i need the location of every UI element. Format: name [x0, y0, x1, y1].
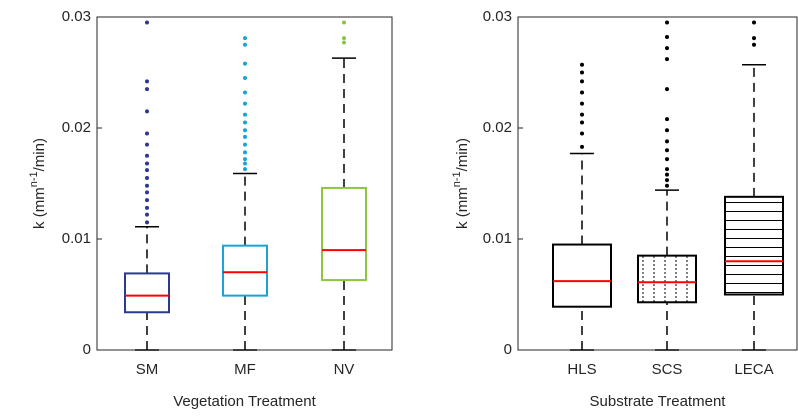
outlier — [145, 20, 149, 25]
x-tick-label: LECA — [734, 361, 773, 378]
outlier — [580, 70, 584, 75]
outlier — [243, 42, 247, 47]
outlier — [243, 167, 247, 172]
outlier — [665, 87, 669, 92]
y-tick-label: 0 — [83, 341, 91, 358]
outlier — [665, 172, 669, 177]
outlier — [145, 161, 149, 166]
outlier — [665, 148, 669, 153]
outlier — [243, 90, 247, 95]
outlier — [243, 157, 247, 162]
outlier — [580, 112, 584, 117]
outlier — [243, 61, 247, 66]
y-axis-label-base: k (mm — [454, 187, 471, 229]
outlier — [243, 112, 247, 117]
outlier — [580, 144, 584, 149]
outlier — [145, 131, 149, 136]
outlier — [145, 79, 149, 84]
y-axis-label: k (mmn-1/min) — [451, 138, 471, 229]
y-axis-label-base: k (mm — [31, 187, 48, 229]
outlier — [665, 183, 669, 188]
outlier — [665, 57, 669, 62]
x-tick-label: NV — [334, 361, 355, 378]
y-tick-label: 0.03 — [483, 8, 512, 25]
x-tick-label: SM — [136, 361, 159, 378]
y-axis-label-unit: /min) — [454, 138, 471, 171]
outlier — [145, 198, 149, 203]
outlier — [665, 167, 669, 172]
outlier — [243, 36, 247, 41]
outlier — [145, 220, 149, 225]
outlier — [665, 117, 669, 122]
outlier — [580, 120, 584, 125]
outlier — [243, 142, 247, 147]
outlier — [580, 101, 584, 106]
y-tick-label: 0.01 — [62, 230, 91, 247]
y-tick-label: 0.01 — [483, 230, 512, 247]
outlier — [145, 153, 149, 158]
x-tick-label: SCS — [652, 361, 683, 378]
outlier — [665, 20, 669, 25]
box — [222, 244, 268, 297]
outlier — [342, 20, 346, 25]
outlier — [243, 161, 247, 166]
outlier — [243, 120, 247, 125]
outlier — [580, 62, 584, 67]
outlier — [580, 79, 584, 84]
outlier — [665, 157, 669, 162]
box — [724, 195, 784, 296]
y-axis-label-unit: /min) — [31, 138, 48, 171]
outlier — [145, 212, 149, 217]
box — [552, 243, 612, 308]
outlier — [145, 87, 149, 92]
outlier — [342, 36, 346, 41]
outlier — [665, 178, 669, 183]
outlier — [752, 36, 756, 41]
outlier — [665, 128, 669, 133]
outlier — [243, 134, 247, 139]
y-tick-label: 0.02 — [62, 119, 91, 136]
outlier — [665, 46, 669, 51]
x-axis-label: Substrate Treatment — [590, 393, 727, 410]
outlier — [243, 101, 247, 106]
outlier — [580, 131, 584, 136]
outlier — [752, 20, 756, 25]
outlier — [145, 142, 149, 147]
outlier — [145, 175, 149, 180]
y-axis-label: k (mmn-1/min) — [28, 138, 48, 229]
box — [637, 254, 697, 304]
outlier — [145, 190, 149, 195]
outlier — [665, 139, 669, 144]
x-tick-label: HLS — [567, 361, 596, 378]
y-tick-label: 0.03 — [62, 8, 91, 25]
outlier — [752, 42, 756, 47]
outlier — [342, 40, 346, 45]
x-tick-label: MF — [234, 361, 256, 378]
outlier — [145, 109, 149, 114]
outlier — [243, 76, 247, 81]
box — [321, 186, 367, 282]
y-tick-label: 0.02 — [483, 119, 512, 136]
outlier — [243, 128, 247, 133]
outlier — [145, 168, 149, 173]
outlier — [145, 183, 149, 188]
box — [124, 272, 170, 314]
y-tick-label: 0 — [504, 341, 512, 358]
outlier — [665, 34, 669, 39]
y-axis-label-sup: n-1 — [451, 171, 463, 187]
outlier — [145, 205, 149, 210]
outlier — [243, 150, 247, 155]
x-axis-label: Vegetation Treatment — [173, 393, 316, 410]
y-axis-label-sup: n-1 — [28, 171, 40, 187]
outlier — [580, 90, 584, 95]
